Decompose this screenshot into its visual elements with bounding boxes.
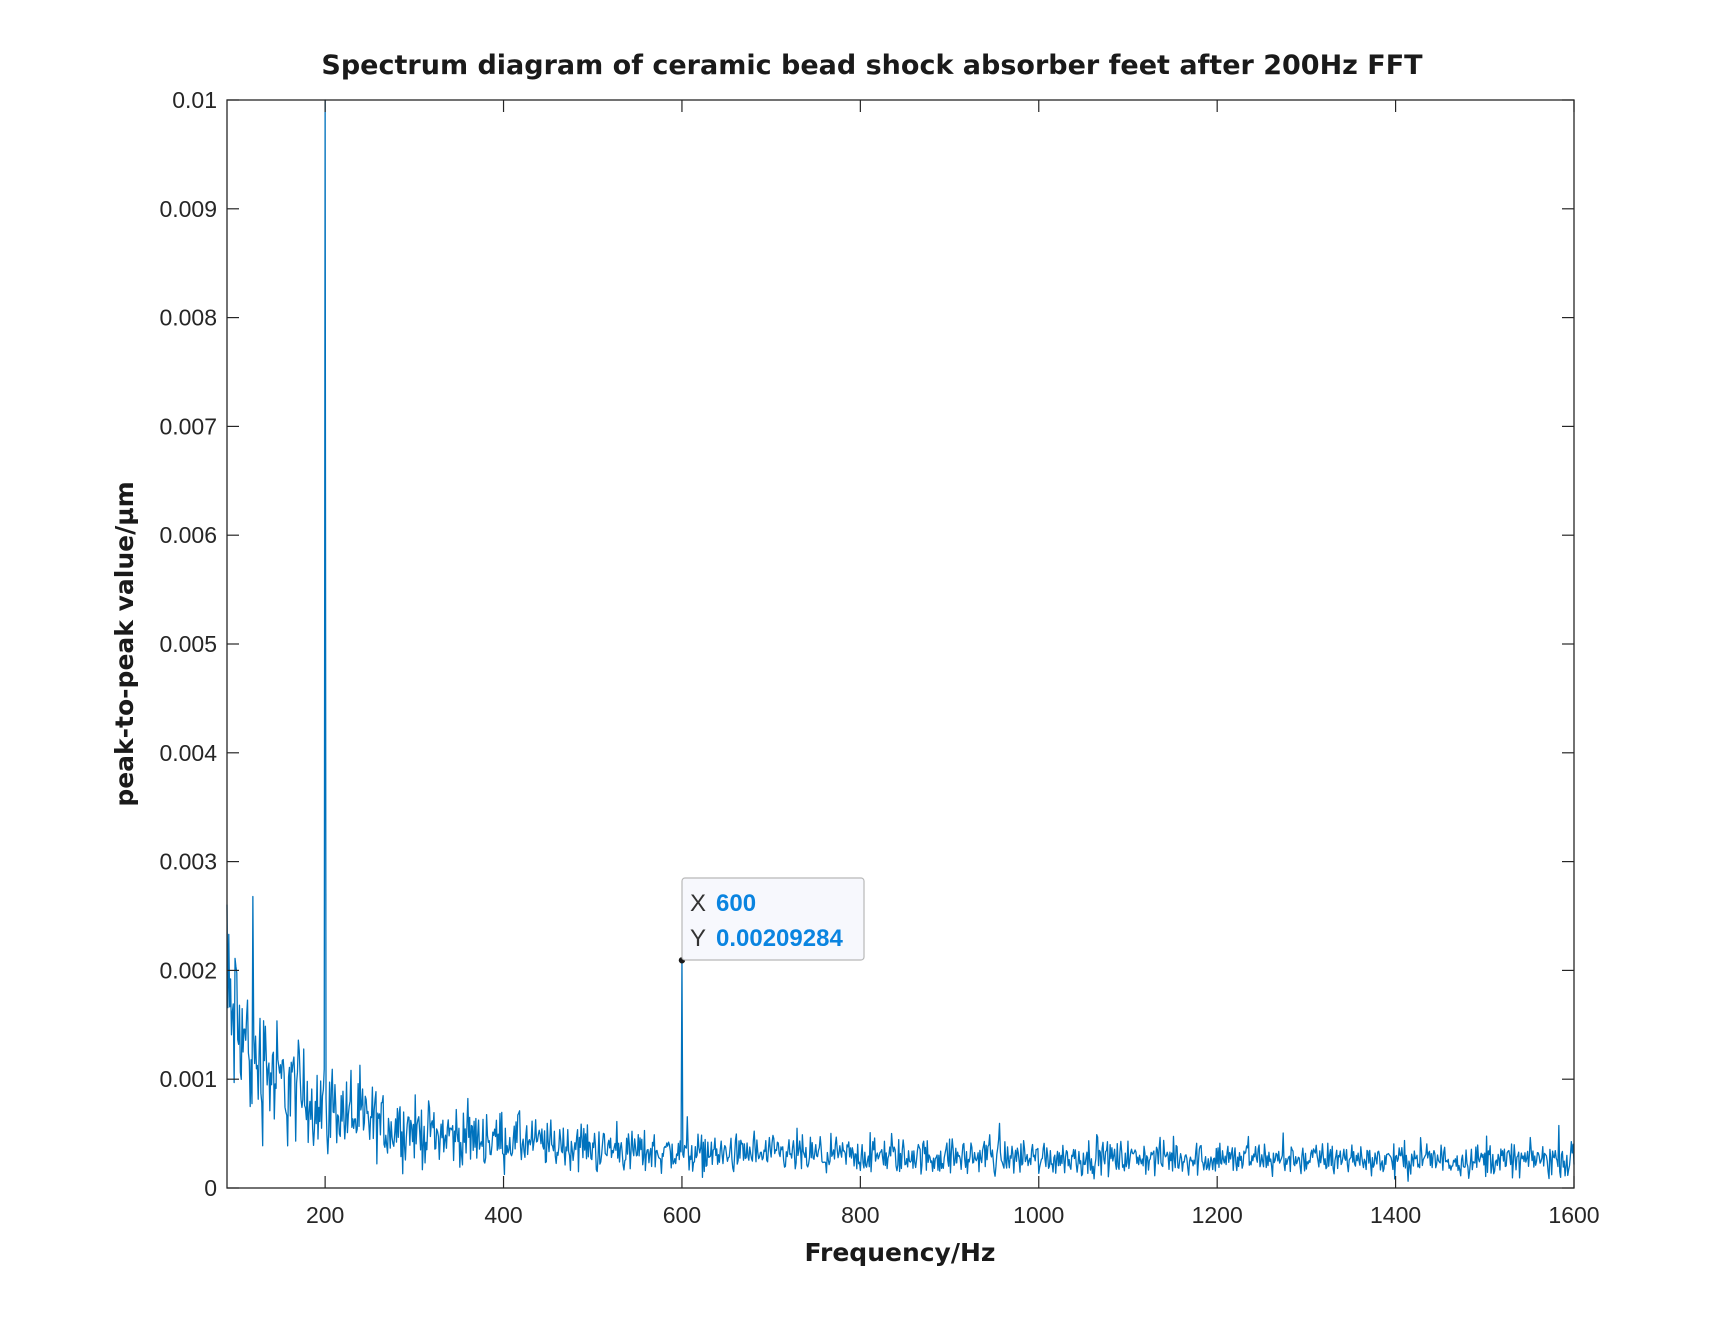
y-tick-label: 0.006 [159, 522, 217, 548]
y-tick-label: 0.003 [159, 849, 217, 875]
series-group [226, 99, 1575, 1182]
plot-area [227, 100, 1574, 1188]
ticks-group [227, 99, 1575, 1189]
y-tick-label: 0.008 [159, 305, 217, 331]
y-tick-label: 0.002 [159, 957, 217, 983]
datatip[interactable]: X 600 Y 0.00209284 [678, 877, 865, 964]
datatip-x-key: X [690, 890, 706, 917]
axes-box [226, 99, 1575, 1189]
y-tick-label: 0.01 [172, 87, 217, 113]
y-tick-label: 0.001 [159, 1066, 217, 1092]
x-tick-label: 1200 [1192, 1202, 1243, 1228]
x-tick-label: 1400 [1370, 1202, 1421, 1228]
x-tick-label: 200 [306, 1202, 344, 1228]
x-tick-label: 400 [484, 1202, 522, 1228]
x-tick-labels: 200 400 600 800 1000 1200 1400 1600 [306, 1202, 1600, 1228]
y-tick-label: 0.007 [159, 413, 217, 439]
chart-title: Spectrum diagram of ceramic bead shock a… [321, 50, 1423, 81]
x-tick-label: 1600 [1548, 1202, 1599, 1228]
datatip-y-value: 0.00209284 [716, 925, 843, 952]
y-axis-label: peak-to-peak value/µm [110, 481, 139, 806]
datatip-box [681, 877, 865, 961]
x-tick-label: 600 [663, 1202, 701, 1228]
x-tick-label: 800 [841, 1202, 879, 1228]
datatip-y-key: Y [690, 925, 706, 952]
y-tick-label: 0.004 [159, 740, 217, 766]
y-tick-label: 0.009 [159, 196, 217, 222]
spectrum-line [226, 99, 1575, 1182]
x-axis-label: Frequency/Hz [805, 1238, 996, 1267]
datatip-x-value: 600 [716, 890, 756, 917]
x-tick-label: 1000 [1013, 1202, 1064, 1228]
y-tick-labels: 0 0.001 0.002 0.003 0.004 0.005 0.006 0.007 0.00… [159, 87, 217, 1201]
y-tick-label: 0.005 [159, 631, 217, 657]
y-tick-label: 0 [204, 1175, 217, 1201]
